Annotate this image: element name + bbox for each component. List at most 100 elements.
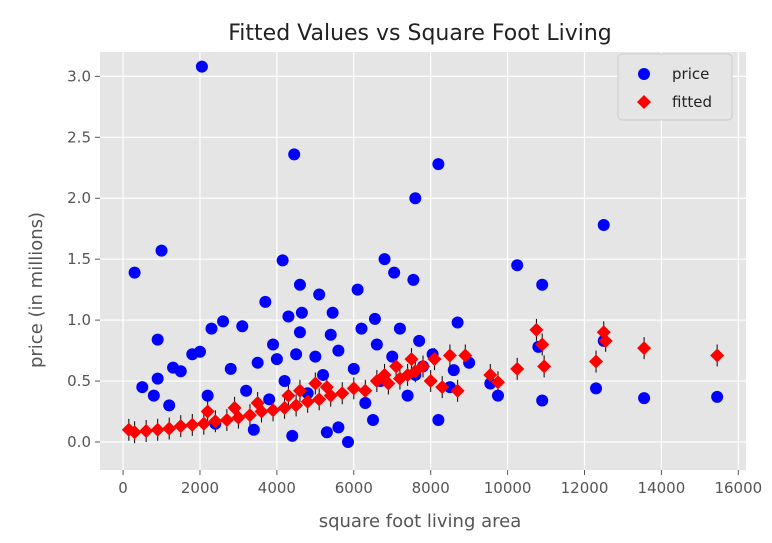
- price-point: [263, 393, 276, 406]
- price-point: [386, 350, 399, 363]
- fitted-point: [200, 404, 215, 419]
- legend-marker-price: [638, 68, 650, 80]
- axis-ticks: 0 2000 4000 6000 8000 10000 12000 14000 16000 0.0…: [67, 67, 762, 497]
- fitted-point: [281, 388, 296, 403]
- fitted-point: [277, 400, 292, 415]
- price-point: [193, 345, 206, 358]
- price-point: [359, 396, 372, 409]
- fitted-point: [312, 392, 327, 407]
- price-point: [409, 192, 422, 205]
- price-point: [309, 350, 322, 363]
- x-tick-label: 6000: [335, 479, 373, 497]
- price-point: [347, 362, 360, 375]
- fitted-point: [292, 383, 307, 398]
- price-point: [290, 348, 303, 361]
- price-point: [401, 389, 414, 402]
- price-point: [711, 390, 724, 403]
- price-point: [326, 306, 339, 319]
- y-tick-label: 3.0: [67, 67, 91, 85]
- y-tick-label: 2.0: [67, 189, 91, 207]
- price-point: [590, 382, 603, 395]
- price-point: [370, 338, 383, 351]
- legend-label-fitted: fitted: [672, 93, 712, 111]
- fitted-point: [377, 367, 392, 382]
- fitted-point: [227, 400, 242, 415]
- y-tick-label: 2.5: [67, 128, 91, 146]
- x-tick-label: 14000: [638, 479, 686, 497]
- fitted-point: [242, 408, 257, 423]
- fitted-point: [121, 422, 136, 437]
- price-point: [332, 344, 345, 357]
- price-point: [288, 148, 301, 161]
- fitted-point: [637, 341, 652, 356]
- fitted-point: [710, 348, 725, 363]
- price-point: [259, 295, 272, 308]
- x-tick-label: 8000: [412, 479, 450, 497]
- price-point: [432, 414, 445, 427]
- legend: price fitted: [617, 53, 733, 121]
- price-point: [536, 278, 549, 291]
- price-point: [201, 389, 214, 402]
- price-point: [136, 381, 149, 394]
- price-point: [163, 399, 176, 412]
- y-tick-label: 1.0: [67, 311, 91, 329]
- price-point: [247, 423, 260, 436]
- price-point: [317, 368, 330, 381]
- price-point: [536, 394, 549, 407]
- price-point: [413, 334, 426, 347]
- fitted-point: [150, 422, 165, 437]
- price-point: [447, 364, 460, 377]
- y-tick-label: 0.0: [67, 433, 91, 451]
- x-axis-label: square foot living area: [319, 511, 522, 532]
- price-point: [511, 259, 524, 272]
- price-point: [432, 158, 445, 171]
- price-point: [217, 315, 230, 328]
- price-point: [151, 372, 164, 385]
- fitted-point: [319, 380, 334, 395]
- fitted-point: [589, 354, 604, 369]
- price-point: [128, 266, 141, 279]
- price-point: [378, 253, 391, 266]
- fitted-point: [598, 333, 613, 348]
- price-point: [597, 219, 610, 232]
- chart-title: Fitted Values vs Square Foot Living: [228, 21, 612, 46]
- fitted-point: [510, 361, 525, 376]
- price-point: [155, 244, 168, 257]
- fitted-point: [250, 395, 265, 410]
- fitted-point: [219, 413, 234, 428]
- y-tick-label: 1.5: [67, 250, 91, 268]
- legend-marker-fitted: [637, 95, 651, 109]
- y-axis-label: price (in millions): [26, 212, 47, 368]
- x-tick-label: 4000: [258, 479, 296, 497]
- price-point: [236, 320, 249, 333]
- fitted-point: [300, 394, 315, 409]
- price-point: [355, 322, 368, 335]
- price-point: [286, 429, 299, 442]
- fitted-point: [458, 348, 473, 363]
- price-point: [407, 273, 420, 286]
- fitted-point: [490, 375, 505, 390]
- y-tick-label: 0.5: [67, 372, 91, 390]
- price-point: [167, 361, 180, 374]
- price-point: [147, 389, 160, 402]
- fitted-point: [389, 359, 404, 374]
- fitted-point: [442, 348, 457, 363]
- price-point: [351, 283, 364, 296]
- price-point: [267, 338, 280, 351]
- price-point: [270, 353, 283, 366]
- x-tick-label: 2000: [181, 479, 219, 497]
- fitted-point: [537, 359, 552, 374]
- price-point: [293, 326, 306, 339]
- fitted-point: [208, 414, 223, 429]
- price-point: [282, 310, 295, 323]
- price-point: [332, 421, 345, 434]
- price-point: [324, 328, 337, 341]
- fitted-point: [162, 421, 177, 436]
- price-point: [293, 278, 306, 291]
- price-point: [295, 306, 308, 319]
- price-point: [151, 333, 164, 346]
- price-point: [276, 254, 289, 267]
- price-point: [342, 435, 355, 448]
- x-tick-label: 10000: [484, 479, 532, 497]
